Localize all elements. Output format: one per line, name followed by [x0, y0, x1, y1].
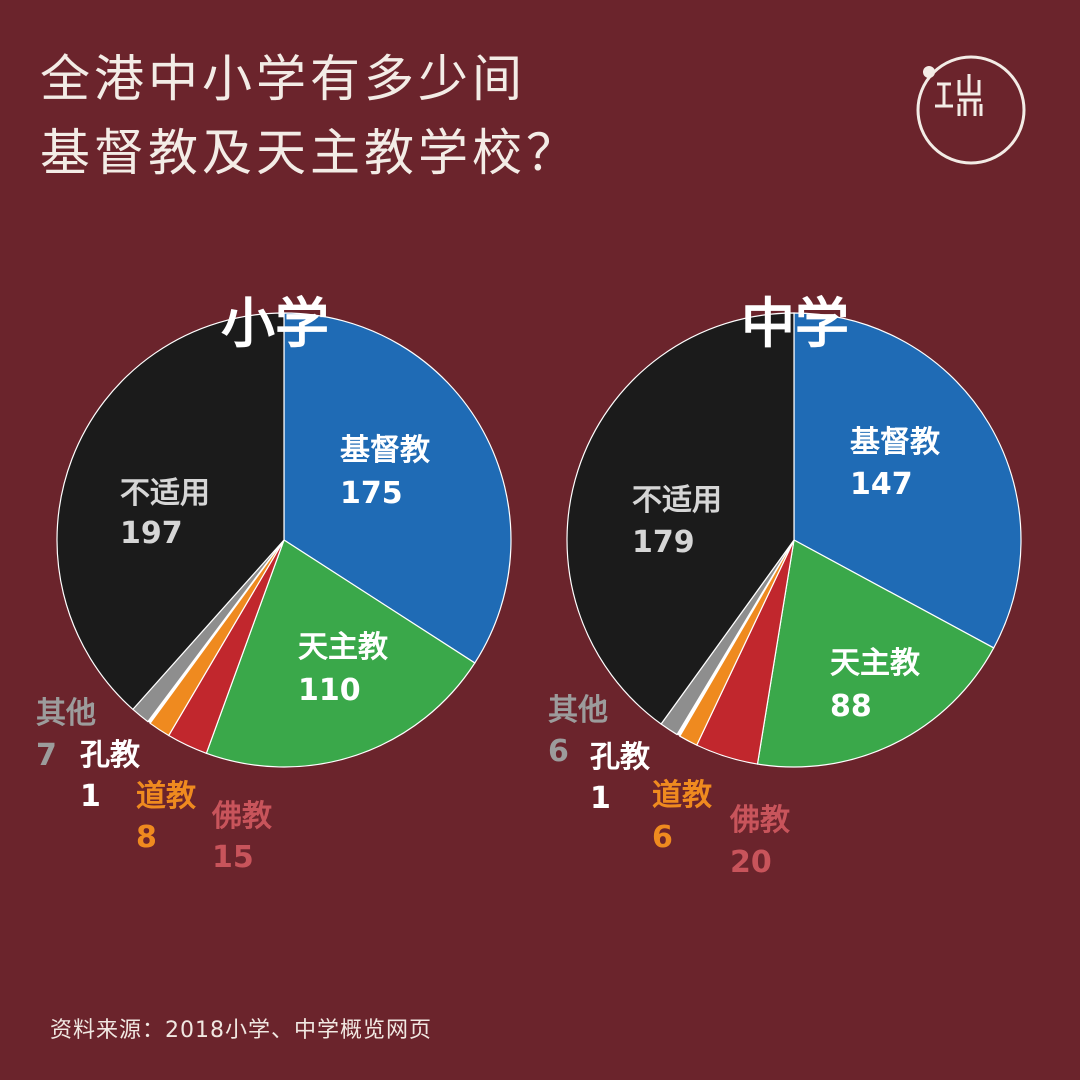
- slice-value-primary-5: 7: [36, 738, 57, 773]
- slice-label-primary-2: 佛教: [211, 799, 272, 834]
- slice-value-secondary-0: 147: [850, 467, 913, 502]
- slice-label-secondary-4: 孔教: [590, 740, 650, 775]
- source-note: 资料来源：2018小学、中学概览网页: [50, 1018, 432, 1043]
- pie-slice-secondary-6: [566, 312, 795, 725]
- title-line-1: 全港中小学有多少间: [40, 50, 526, 108]
- slice-value-primary-2: 15: [212, 840, 254, 875]
- slice-label-primary-5: 其他: [36, 696, 96, 731]
- slice-label-secondary-5: 其他: [548, 693, 608, 728]
- slice-value-secondary-6: 179: [632, 525, 695, 560]
- pie-slice-primary-0: [283, 312, 512, 664]
- slice-value-secondary-1: 88: [830, 689, 872, 724]
- slice-label-primary-6: 不适用: [120, 476, 210, 511]
- pie-slice-primary-3: [149, 539, 285, 737]
- slice-label-primary-0: 基督教: [340, 433, 430, 468]
- slice-value-secondary-5: 6: [548, 734, 569, 769]
- slice-value-primary-6: 197: [120, 516, 183, 551]
- slice-label-secondary-3: 道教: [652, 778, 712, 813]
- slice-label-secondary-1: 天主教: [830, 646, 920, 681]
- page-title: 全港中小学有多少间 基督教及天主教学校？: [40, 42, 580, 190]
- chart-title-primary: 小学: [221, 292, 329, 355]
- slice-value-secondary-3: 6: [652, 820, 673, 855]
- slice-label-secondary-2: 佛教: [729, 803, 790, 838]
- slice-value-primary-4: 1: [80, 779, 101, 814]
- slice-value-primary-0: 175: [340, 476, 403, 511]
- slice-label-primary-3: 道教: [136, 779, 196, 814]
- pie-slice-primary-6: [56, 312, 285, 711]
- slice-label-primary-1: 天主教: [298, 630, 388, 665]
- pie-slice-secondary-1: [756, 539, 995, 768]
- slice-value-secondary-4: 1: [590, 781, 611, 816]
- chart-title-secondary: 中学: [741, 292, 849, 355]
- slice-value-secondary-2: 20: [730, 845, 772, 880]
- pie-slice-secondary-0: [793, 312, 1022, 649]
- pie-slice-secondary-3: [678, 539, 795, 746]
- title-line-2: 基督教及天主教学校？: [40, 124, 580, 182]
- slice-label-secondary-0: 基督教: [850, 425, 940, 460]
- initium-logo-icon: [916, 55, 1026, 165]
- slice-label-secondary-6: 不适用: [632, 483, 722, 518]
- slice-value-primary-3: 8: [136, 820, 157, 855]
- slice-value-primary-1: 110: [298, 673, 361, 708]
- slice-label-primary-4: 孔教: [80, 738, 140, 773]
- pie-slice-primary-1: [205, 539, 476, 768]
